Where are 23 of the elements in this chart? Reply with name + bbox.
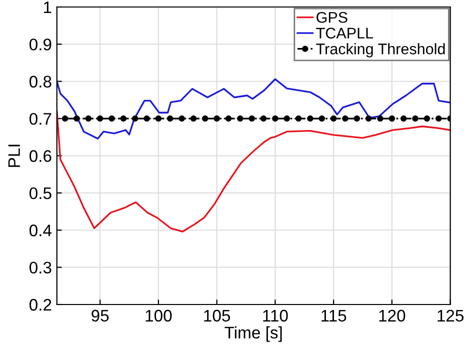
y-tick-label: 0.3 bbox=[30, 262, 52, 274]
x-tick-label: 110 bbox=[263, 310, 288, 322]
y-tick-label: 0.9 bbox=[30, 38, 52, 50]
line-series bbox=[56, 78, 450, 140]
legend-label: GPS bbox=[316, 12, 348, 23]
x-axis-title: Time [s] bbox=[224, 326, 282, 342]
x-tick-label: 95 bbox=[92, 310, 109, 322]
x-tick-label: 100 bbox=[146, 310, 172, 322]
x-tick-label: 115 bbox=[322, 310, 346, 322]
y-tick-label: 0.2 bbox=[30, 298, 52, 311]
legend-label: TCAPLL bbox=[316, 28, 374, 39]
y-tick-label: 0.4 bbox=[30, 224, 52, 236]
x-tick-label: 105 bbox=[204, 310, 230, 322]
y-tick-label: 0.8 bbox=[30, 76, 52, 88]
legend-label: Tracking Threshold bbox=[316, 43, 445, 58]
y-tick-label: 0.5 bbox=[30, 187, 52, 200]
x-tick-label: 120 bbox=[379, 310, 406, 322]
y-tick-label: 1 bbox=[44, 2, 52, 14]
y-tick-label: 0.6 bbox=[30, 150, 52, 162]
line-series bbox=[56, 110, 450, 232]
y-tick-label: 0.7 bbox=[30, 112, 52, 125]
x-tick-label: 125 bbox=[438, 310, 464, 322]
y-axis-title: PLI bbox=[8, 144, 20, 167]
